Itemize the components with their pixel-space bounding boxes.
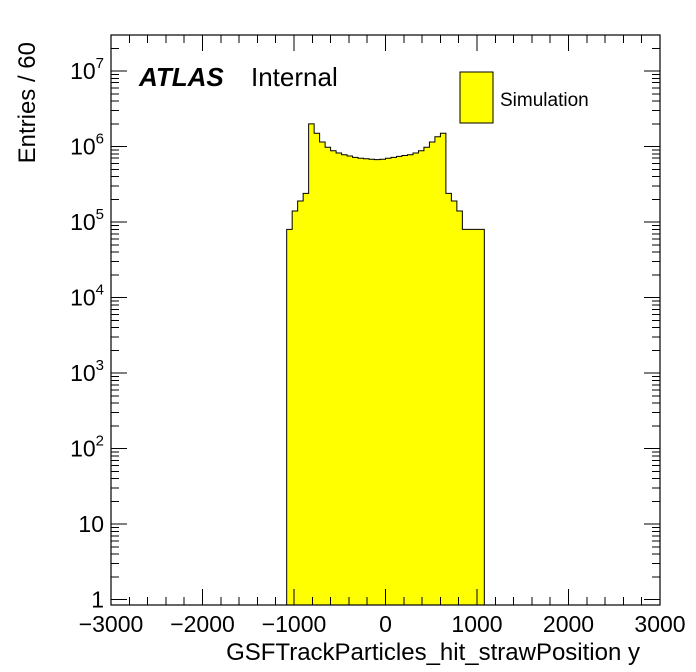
histogram-bar bbox=[434, 136, 441, 605]
histogram-bar bbox=[445, 193, 452, 605]
y-tick-label: 10 bbox=[78, 511, 104, 537]
histogram-bar bbox=[478, 229, 485, 605]
histogram-bar bbox=[303, 193, 309, 605]
histogram-bar bbox=[440, 133, 447, 605]
y-tick-label: 105 bbox=[70, 206, 104, 235]
atlas-label: ATLAS bbox=[138, 62, 224, 92]
histogram-bar bbox=[467, 229, 474, 605]
histogram-bar bbox=[292, 211, 298, 606]
histogram-bar bbox=[390, 157, 397, 605]
internal-label: Internal bbox=[251, 62, 338, 92]
histogram-bar bbox=[385, 158, 392, 605]
x-tick-label: −3000 bbox=[79, 611, 144, 637]
x-tick-label: 3000 bbox=[634, 611, 685, 637]
y-tick-label: 106 bbox=[70, 131, 104, 160]
histogram-bar bbox=[363, 158, 370, 605]
histogram-bar bbox=[352, 157, 359, 605]
x-tick-label: −2000 bbox=[170, 611, 235, 637]
y-tick-label: 102 bbox=[70, 433, 104, 462]
histogram-bar bbox=[462, 229, 469, 605]
histogram-bar bbox=[347, 155, 353, 605]
histogram-bar bbox=[456, 211, 463, 606]
histogram-bar bbox=[369, 159, 375, 606]
histogram-bar bbox=[401, 155, 408, 606]
x-axis-ticks: −3000 −2000 −1000 0 1000 2000 3000 bbox=[79, 35, 686, 637]
legend: Simulation bbox=[459, 71, 589, 124]
histogram-bar bbox=[319, 141, 326, 605]
x-axis-label: GSFTrackParticles_hit_strawPosition y bbox=[226, 639, 640, 666]
histogram-bar bbox=[423, 147, 430, 606]
y-axis-ticks: 1 10 102 103 104 105 106 107 bbox=[70, 34, 660, 613]
legend-swatch bbox=[459, 71, 494, 124]
histogram-bar bbox=[396, 156, 403, 605]
histogram-bar bbox=[380, 159, 386, 606]
x-tick-label: 0 bbox=[379, 611, 392, 637]
histogram-bar bbox=[314, 133, 320, 605]
histogram-bar bbox=[451, 201, 458, 605]
legend-label: Simulation bbox=[500, 90, 589, 111]
histogram-bar bbox=[325, 147, 331, 606]
histogram-bar bbox=[429, 141, 436, 605]
y-tick-label: 1 bbox=[91, 587, 104, 613]
x-tick-label: 2000 bbox=[543, 611, 594, 637]
y-tick-label: 103 bbox=[70, 357, 104, 386]
histogram-bar bbox=[358, 158, 364, 605]
y-axis-label: Entries / 60 bbox=[14, 42, 41, 163]
histogram-outline bbox=[286, 123, 485, 605]
histogram-bar bbox=[418, 150, 425, 605]
histogram-bar bbox=[341, 154, 348, 606]
histogram-bar bbox=[336, 153, 342, 605]
histogram-bar bbox=[308, 123, 315, 605]
histogram-bars bbox=[286, 123, 485, 606]
histogram-bar bbox=[374, 159, 381, 605]
histogram-bar bbox=[330, 150, 337, 605]
histogram-bar bbox=[473, 229, 480, 605]
y-tick-label: 107 bbox=[70, 55, 104, 84]
y-tick-label: 104 bbox=[70, 282, 104, 311]
histogram-bar bbox=[407, 154, 414, 606]
histogram-bar bbox=[412, 153, 419, 605]
histogram-bar bbox=[286, 229, 293, 605]
x-tick-label: −1000 bbox=[262, 611, 327, 637]
x-tick-label: 1000 bbox=[451, 611, 502, 637]
histogram-bar bbox=[297, 201, 304, 605]
